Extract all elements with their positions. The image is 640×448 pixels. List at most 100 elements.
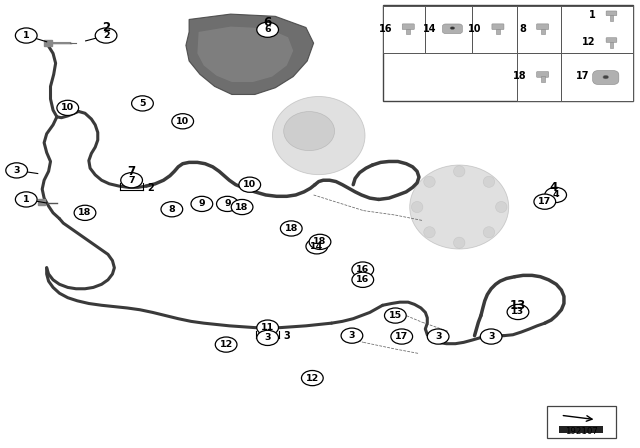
Text: 13: 13: [510, 299, 526, 312]
Circle shape: [6, 163, 28, 178]
Text: 8: 8: [520, 24, 527, 34]
Text: 18: 18: [314, 237, 326, 246]
Text: 17: 17: [538, 197, 552, 206]
Text: 6: 6: [264, 25, 271, 34]
FancyBboxPatch shape: [492, 24, 504, 30]
Bar: [541, 29, 545, 34]
Circle shape: [385, 308, 406, 323]
Circle shape: [391, 329, 413, 344]
Text: 10: 10: [243, 180, 256, 189]
Ellipse shape: [483, 176, 495, 187]
FancyBboxPatch shape: [606, 11, 617, 16]
Bar: [541, 76, 545, 82]
Circle shape: [257, 320, 278, 335]
Text: 16: 16: [379, 24, 392, 34]
Bar: [496, 29, 500, 34]
Circle shape: [257, 22, 278, 37]
Circle shape: [239, 177, 260, 192]
Circle shape: [428, 329, 449, 344]
Text: 2: 2: [102, 21, 110, 34]
Ellipse shape: [454, 166, 465, 177]
Bar: [561, 6, 633, 53]
Text: 192107: 192107: [564, 427, 598, 436]
Ellipse shape: [412, 202, 423, 213]
Circle shape: [545, 187, 566, 202]
FancyBboxPatch shape: [593, 70, 619, 85]
Bar: [610, 42, 613, 48]
Ellipse shape: [603, 75, 609, 79]
Text: 13: 13: [511, 307, 525, 316]
Text: 3: 3: [264, 333, 271, 342]
Text: 10: 10: [176, 117, 189, 126]
Text: 11: 11: [261, 323, 275, 332]
Circle shape: [301, 370, 323, 386]
Bar: [516, 53, 561, 101]
Circle shape: [191, 196, 212, 211]
Circle shape: [95, 28, 117, 43]
Circle shape: [215, 337, 237, 352]
Text: 14: 14: [423, 24, 436, 34]
Circle shape: [172, 114, 193, 129]
Text: 3: 3: [349, 331, 355, 340]
Text: 4: 4: [552, 190, 559, 199]
Circle shape: [15, 28, 37, 43]
Text: 7: 7: [127, 165, 136, 178]
FancyBboxPatch shape: [442, 24, 462, 34]
Bar: [516, 6, 561, 53]
Text: 4: 4: [549, 181, 557, 194]
FancyBboxPatch shape: [403, 24, 414, 30]
Ellipse shape: [410, 165, 509, 249]
Ellipse shape: [284, 112, 335, 151]
Circle shape: [534, 194, 556, 209]
Text: 10: 10: [468, 24, 482, 34]
FancyBboxPatch shape: [536, 72, 548, 77]
Text: 9: 9: [198, 199, 205, 208]
Circle shape: [480, 329, 502, 344]
Circle shape: [161, 202, 182, 217]
Bar: [383, 5, 633, 101]
Ellipse shape: [483, 227, 495, 238]
Ellipse shape: [450, 27, 455, 30]
Text: 16: 16: [356, 276, 369, 284]
Ellipse shape: [424, 227, 435, 238]
Circle shape: [132, 96, 154, 111]
Bar: [426, 6, 472, 53]
Circle shape: [231, 199, 253, 215]
Bar: [561, 53, 633, 101]
Text: 5: 5: [140, 99, 146, 108]
Text: 1: 1: [589, 10, 595, 20]
Text: 10: 10: [61, 103, 74, 112]
Circle shape: [341, 328, 363, 343]
Text: 18: 18: [513, 71, 527, 82]
Circle shape: [257, 330, 278, 345]
Text: 17: 17: [395, 332, 408, 341]
Text: 8: 8: [168, 205, 175, 214]
Text: 18: 18: [236, 202, 249, 211]
Text: 18: 18: [285, 224, 298, 233]
Bar: [383, 6, 426, 53]
FancyBboxPatch shape: [536, 24, 548, 30]
Text: 1: 1: [23, 195, 29, 204]
Text: 1: 1: [23, 31, 29, 40]
Text: 7: 7: [128, 176, 135, 185]
Polygon shape: [44, 40, 52, 46]
Circle shape: [352, 262, 374, 277]
Polygon shape: [186, 14, 314, 95]
Bar: [547, 406, 616, 439]
Text: 12: 12: [220, 340, 233, 349]
Circle shape: [507, 304, 529, 319]
Text: 15: 15: [388, 311, 402, 320]
Ellipse shape: [273, 96, 365, 175]
Ellipse shape: [424, 176, 435, 187]
Text: 2: 2: [103, 31, 109, 40]
Text: 18: 18: [78, 208, 92, 217]
Text: 3: 3: [284, 331, 291, 340]
Text: 3: 3: [435, 332, 442, 341]
Text: 16: 16: [356, 265, 369, 274]
Text: 12: 12: [582, 37, 595, 47]
Circle shape: [15, 192, 37, 207]
Text: 14: 14: [310, 242, 323, 251]
FancyBboxPatch shape: [606, 38, 617, 43]
Polygon shape: [38, 199, 45, 205]
Circle shape: [216, 196, 238, 211]
